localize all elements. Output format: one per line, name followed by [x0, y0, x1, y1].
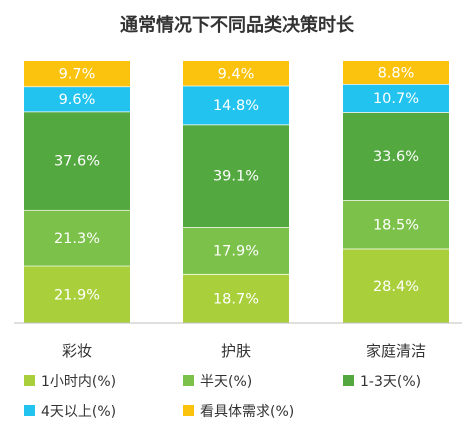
data-label: 37.6%	[54, 154, 100, 170]
legend-swatch	[183, 405, 194, 416]
data-label: 18.5%	[373, 217, 419, 233]
data-label: 21.9%	[54, 287, 100, 303]
category-label: 护肤	[221, 342, 251, 360]
legend-label: 4天以上(%)	[41, 404, 116, 420]
bar-segment	[24, 209, 130, 266]
bar-segment	[343, 112, 449, 201]
data-label: 18.7%	[213, 291, 259, 307]
category-label: 彩妆	[62, 342, 92, 360]
data-label: 28.4%	[373, 279, 419, 295]
legend-label: 看具体需求(%)	[200, 404, 294, 420]
bar-segment	[183, 61, 289, 86]
data-label: 17.9%	[213, 243, 259, 259]
bar-segment	[343, 200, 449, 249]
bar-segment	[183, 227, 289, 274]
data-label: 14.8%	[213, 98, 259, 114]
legend-label: 1-3天(%)	[360, 374, 421, 390]
legend-label: 1小时内(%)	[41, 374, 116, 390]
bar-segment	[24, 265, 130, 323]
bar-segment	[343, 248, 449, 323]
data-label: 33.6%	[373, 149, 419, 165]
category-labels: 彩妆 护肤 家庭清洁	[62, 342, 426, 360]
legend-swatch	[24, 375, 35, 386]
data-label: 10.7%	[373, 91, 419, 107]
bar-segment	[24, 111, 130, 210]
category-label: 家庭清洁	[366, 342, 426, 360]
bar-segment	[24, 86, 130, 112]
data-label: 21.3%	[54, 231, 100, 247]
data-label: 9.6%	[59, 92, 96, 108]
data-label: 9.7%	[59, 67, 96, 83]
data-label: 39.1%	[213, 169, 259, 185]
bars-group: 21.9% 21.3% 37.6% 9.6% 9.7% 18.7% 17.9% 39.1% 14…	[24, 61, 449, 323]
bar-segment	[343, 84, 449, 113]
bar-segment	[183, 85, 289, 125]
chart-title: 通常情况下不同品类决策时长	[120, 14, 355, 36]
bar-segment	[183, 124, 289, 228]
data-label: 9.4%	[218, 66, 255, 82]
bar-segment	[24, 61, 130, 87]
legend-swatch	[24, 405, 35, 416]
legend-label: 半天(%)	[200, 374, 252, 390]
data-label: 8.8%	[378, 66, 415, 82]
legend-swatch	[183, 375, 194, 386]
legend: 1小时内(%) 半天(%) 1-3天(%) 4天以上(%) 看具体需求(%)	[24, 374, 421, 420]
bar-segment	[183, 273, 289, 323]
bar-segment	[343, 61, 449, 85]
legend-swatch	[343, 375, 354, 386]
